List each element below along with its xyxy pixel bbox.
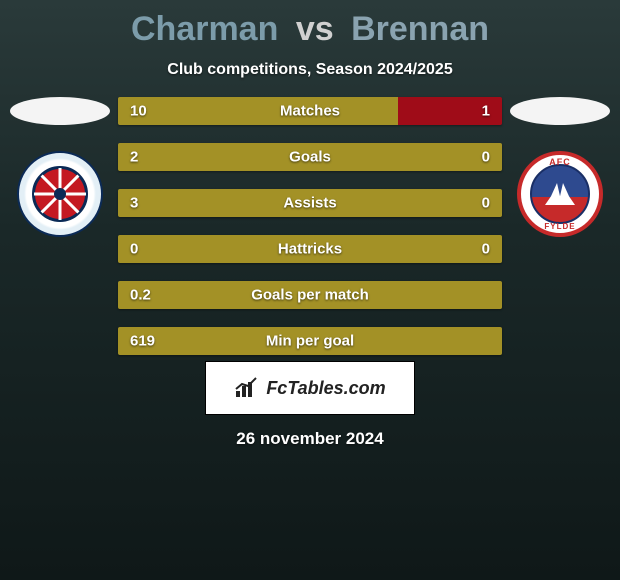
- stat-label: Min per goal: [266, 333, 354, 350]
- stat-row: 3 0 Assists: [118, 189, 502, 217]
- right-club-column: AFC FYLDE: [510, 97, 610, 237]
- stat-label: Goals per match: [251, 287, 369, 304]
- left-club-column: [10, 97, 110, 237]
- stat-row: 619 Min per goal: [118, 327, 502, 355]
- title-player-right: Brennan: [351, 10, 489, 48]
- stat-row: 10 1 Matches: [118, 97, 502, 125]
- stat-bars: 10 1 Matches 2 0 Goals 3 0 Assists 0 0 Hattricks 0.2…: [118, 97, 502, 355]
- stat-value-left: 0.2: [130, 287, 151, 304]
- boat-icon: [545, 183, 575, 205]
- stat-value-right: 1: [482, 103, 490, 120]
- club-badge-right: AFC FYLDE: [517, 151, 603, 237]
- stat-label: Assists: [283, 195, 336, 212]
- stat-value-right: 0: [482, 149, 490, 166]
- brand-chart-icon: [234, 377, 260, 399]
- stat-segment-left: [118, 97, 398, 125]
- page-title: Charman vs Brennan: [0, 10, 620, 49]
- badge-inner-icon: [530, 164, 590, 224]
- brand-text: FcTables.com: [266, 378, 385, 399]
- club-badge-left: [17, 151, 103, 237]
- comparison-layout: 10 1 Matches 2 0 Goals 3 0 Assists 0 0 Hattricks 0.2…: [0, 97, 620, 355]
- stat-value-left: 0: [130, 241, 138, 258]
- badge-text-bottom: FYLDE: [544, 222, 575, 231]
- left-shadow-ellipse: [10, 97, 110, 125]
- stat-row: 0 0 Hattricks: [118, 235, 502, 263]
- badge-text-top: AFC: [549, 157, 571, 167]
- title-player-left: Charman: [131, 10, 278, 48]
- comparison-card: Charman vs Brennan Club competitions, Se…: [0, 0, 620, 580]
- stat-value-left: 3: [130, 195, 138, 212]
- title-vs: vs: [288, 10, 342, 48]
- right-shadow-ellipse: [510, 97, 610, 125]
- stat-value-left: 2: [130, 149, 138, 166]
- stat-value-left: 619: [130, 333, 155, 350]
- brand-box[interactable]: FcTables.com: [205, 361, 415, 415]
- stat-label: Goals: [289, 149, 331, 166]
- ship-wheel-icon: [32, 166, 88, 222]
- stat-row: 0.2 Goals per match: [118, 281, 502, 309]
- stat-label: Hattricks: [278, 241, 342, 258]
- stat-row: 2 0 Goals: [118, 143, 502, 171]
- stat-value-left: 10: [130, 103, 147, 120]
- subtitle: Club competitions, Season 2024/2025: [0, 61, 620, 79]
- stat-label: Matches: [280, 103, 340, 120]
- stat-value-right: 0: [482, 241, 490, 258]
- stat-value-right: 0: [482, 195, 490, 212]
- date-line: 26 november 2024: [0, 429, 620, 449]
